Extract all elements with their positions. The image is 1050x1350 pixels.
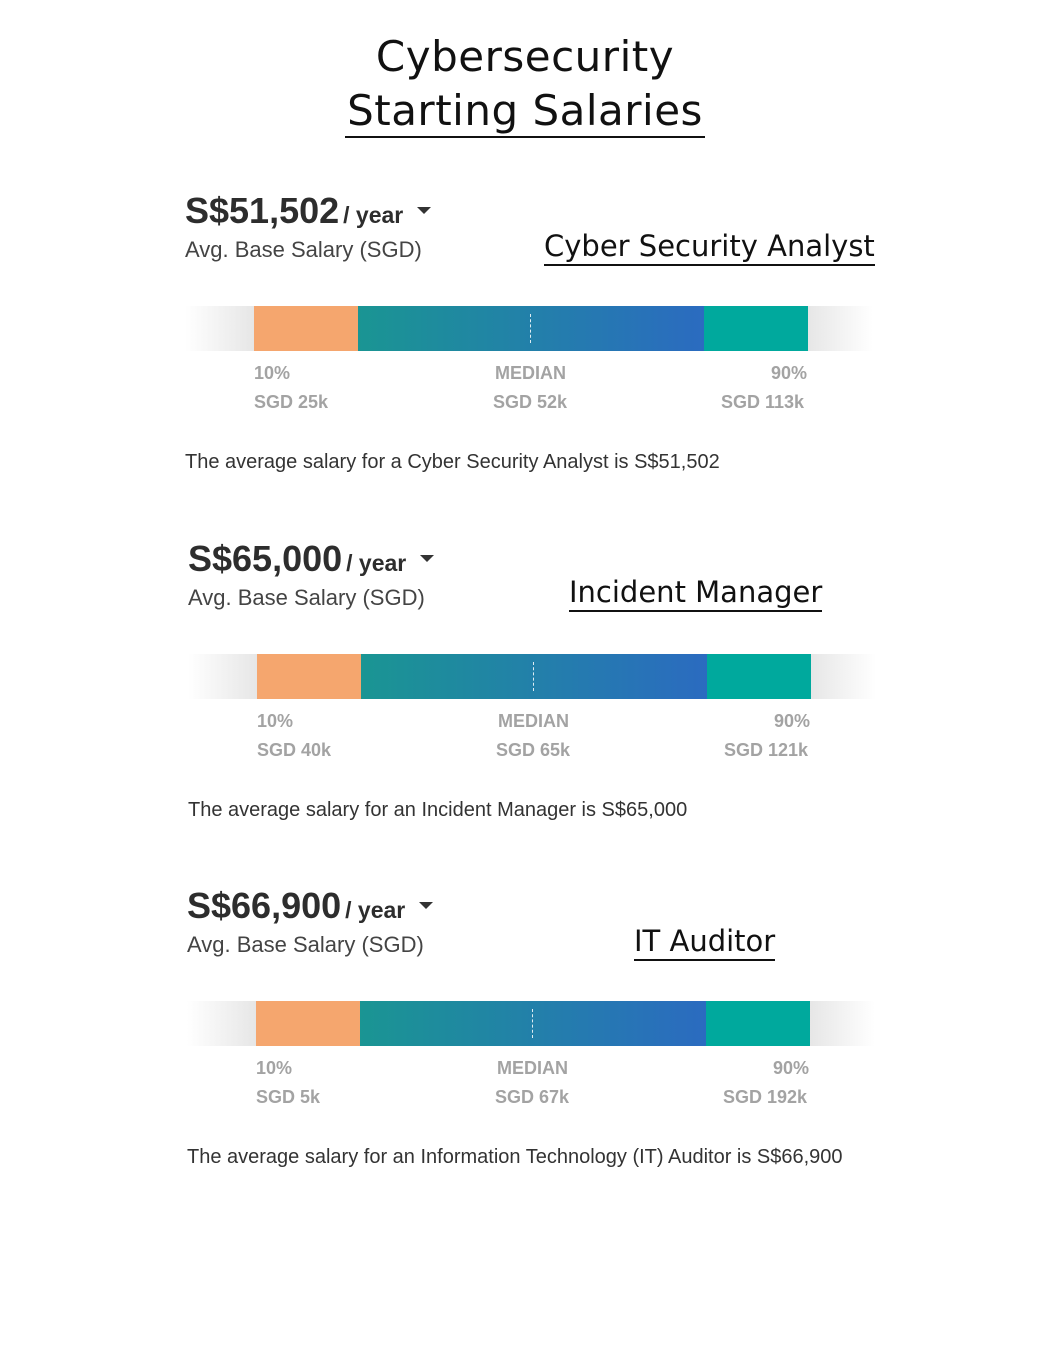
avg-base-salary-label: Avg. Base Salary (SGD) bbox=[187, 932, 424, 957]
title-line-1: Cybersecurity bbox=[375, 32, 675, 81]
role-title: Incident Manager bbox=[569, 574, 823, 612]
salary-range-bar bbox=[188, 654, 876, 699]
bar-fade-right bbox=[810, 654, 876, 699]
median-value: SGD 65k bbox=[496, 740, 571, 760]
p90-label: 90% bbox=[773, 1058, 810, 1078]
median-value: SGD 52k bbox=[493, 392, 568, 412]
median-value: SGD 67k bbox=[495, 1087, 570, 1107]
p90-value: SGD 121k bbox=[724, 740, 809, 760]
avg-salary-amount: S$66,900/ year bbox=[187, 885, 434, 927]
period-label: / year bbox=[345, 897, 406, 923]
avg-salary-amount: S$65,000/ year bbox=[188, 538, 435, 580]
bar-segment-mid bbox=[358, 306, 704, 351]
bar-segment-mid bbox=[361, 654, 707, 699]
caret-down-icon[interactable] bbox=[419, 901, 434, 909]
salary-description: The average salary for an Incident Manag… bbox=[188, 799, 688, 821]
bar-fade-right bbox=[807, 306, 873, 351]
median-marker bbox=[532, 1009, 533, 1038]
amount-value: S$51,502 bbox=[185, 190, 340, 231]
p10-value: SGD 25k bbox=[254, 392, 329, 412]
avg-base-salary-label: Avg. Base Salary (SGD) bbox=[188, 585, 425, 610]
p10-label: 10% bbox=[254, 363, 291, 383]
p90-value: SGD 192k bbox=[723, 1087, 808, 1107]
salary-section-analyst: S$51,502/ year Avg. Base Salary (SGD) Cy… bbox=[0, 190, 1050, 510]
role-title: Cyber Security Analyst bbox=[544, 228, 875, 266]
p90-label: 90% bbox=[774, 711, 811, 731]
period-label: / year bbox=[343, 202, 404, 228]
title-line-2: Starting Salaries bbox=[345, 86, 705, 138]
p10-value: SGD 5k bbox=[256, 1087, 321, 1107]
median-marker bbox=[533, 662, 534, 691]
page-title: Cybersecurity Starting Salaries bbox=[0, 30, 1050, 138]
p90-label: 90% bbox=[771, 363, 808, 383]
bar-fade-left bbox=[188, 654, 258, 699]
median-label: MEDIAN bbox=[497, 1058, 568, 1078]
bar-segment-high bbox=[707, 654, 811, 699]
role-title: IT Auditor bbox=[634, 923, 776, 961]
median-marker bbox=[530, 314, 531, 343]
salary-section-incident-manager: S$65,000/ year Avg. Base Salary (SGD) In… bbox=[0, 538, 1050, 858]
caret-down-icon[interactable] bbox=[417, 206, 432, 214]
salary-description: The average salary for an Information Te… bbox=[187, 1146, 843, 1168]
salary-range-bar bbox=[187, 1001, 875, 1046]
bar-fade-right bbox=[809, 1001, 875, 1046]
p10-label: 10% bbox=[257, 711, 294, 731]
amount-value: S$66,900 bbox=[187, 885, 342, 926]
median-label: MEDIAN bbox=[498, 711, 569, 731]
p10-label: 10% bbox=[256, 1058, 293, 1078]
period-label: / year bbox=[346, 550, 407, 576]
bar-segment-low bbox=[257, 654, 361, 699]
amount-value: S$65,000 bbox=[188, 538, 343, 579]
salary-range-bar bbox=[185, 306, 873, 351]
bar-segment-low bbox=[254, 306, 358, 351]
bar-segment-high bbox=[704, 306, 808, 351]
salary-description: The average salary for a Cyber Security … bbox=[185, 451, 720, 473]
median-label: MEDIAN bbox=[495, 363, 566, 383]
bar-segment-low bbox=[256, 1001, 360, 1046]
caret-down-icon[interactable] bbox=[420, 554, 435, 562]
bar-fade-left bbox=[185, 306, 255, 351]
avg-salary-amount: S$51,502/ year bbox=[185, 190, 432, 232]
salary-section-it-auditor: S$66,900/ year Avg. Base Salary (SGD) IT… bbox=[0, 885, 1050, 1205]
avg-base-salary-label: Avg. Base Salary (SGD) bbox=[185, 237, 422, 262]
bar-segment-mid bbox=[360, 1001, 706, 1046]
p10-value: SGD 40k bbox=[257, 740, 332, 760]
p90-value: SGD 113k bbox=[721, 392, 805, 412]
bar-fade-left bbox=[187, 1001, 257, 1046]
bar-segment-high bbox=[706, 1001, 810, 1046]
